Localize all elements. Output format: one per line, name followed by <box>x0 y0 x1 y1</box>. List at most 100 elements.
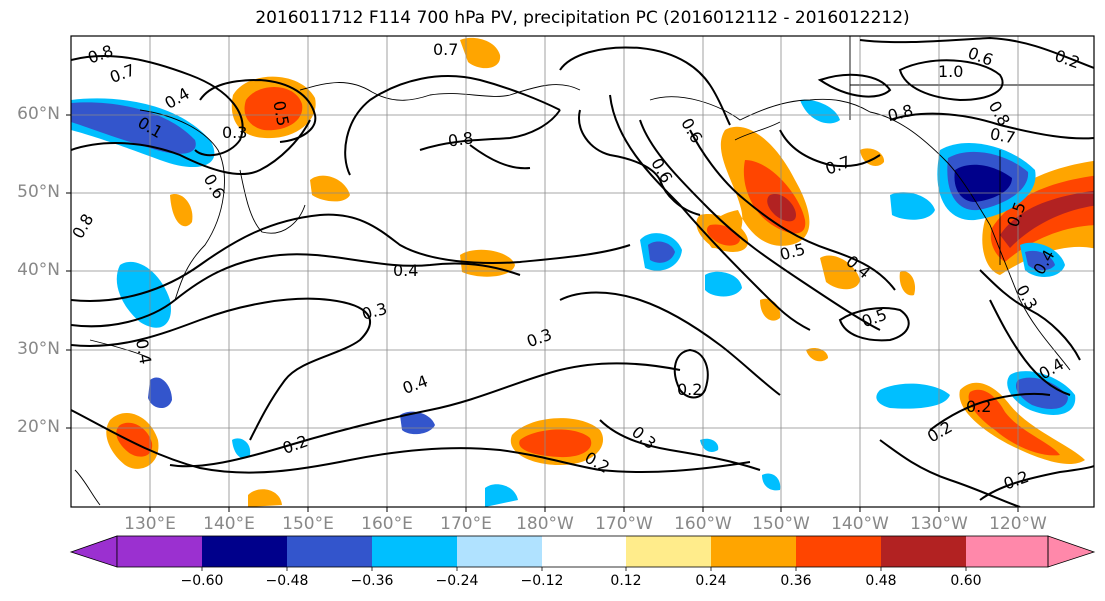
precip-positive-area <box>899 271 916 296</box>
contour-label: 0.7 <box>989 124 1017 147</box>
colorbar-border <box>116 535 1049 568</box>
lon-label: 120°W <box>989 514 1047 534</box>
coastline <box>649 96 871 121</box>
lat-label: 40°N <box>17 260 60 280</box>
pv-contour <box>838 307 910 342</box>
colorbar-tick-label: 0.36 <box>780 573 812 589</box>
lat-label: 60°N <box>17 104 60 124</box>
pv-contour <box>559 291 781 396</box>
lon-label: 140°W <box>831 514 889 534</box>
coastline <box>849 36 1094 265</box>
pv-contour <box>779 129 881 168</box>
colorbar-segment <box>542 536 626 567</box>
colorbar-segment <box>372 536 457 567</box>
coastline <box>299 82 581 101</box>
precip-negative-area <box>890 192 935 220</box>
coastline <box>869 111 1071 371</box>
colorbar-tick-label: 0.24 <box>695 573 727 589</box>
precip-negative-area <box>705 271 742 297</box>
pv-contour <box>929 392 1051 431</box>
precip-positive-area <box>820 255 860 290</box>
lat-label: 50°N <box>17 182 60 202</box>
gridlines <box>71 36 1094 507</box>
pv-contour <box>889 112 1094 140</box>
lon-label: 130°W <box>910 514 968 534</box>
pv-contour <box>599 419 761 471</box>
lon-label: 160°E <box>361 514 413 534</box>
pv-contour <box>71 213 631 302</box>
precip-positive-area <box>248 489 282 507</box>
colorbar-tick-label: −0.60 <box>180 573 224 589</box>
contour-label: 0.4 <box>132 337 155 365</box>
pv-contour <box>71 253 521 328</box>
pv-contour <box>71 55 244 157</box>
contour-label: 0.7 <box>433 40 458 59</box>
precip-positive-area <box>460 37 501 69</box>
pv-contour <box>979 465 1094 501</box>
contour-label: 1.0 <box>938 62 963 81</box>
pv-contour <box>879 439 1021 507</box>
lon-label: 160°W <box>674 514 732 534</box>
precip-positive-area <box>806 347 828 362</box>
colorbar-tick-label: −0.24 <box>435 573 479 589</box>
colorbar-tick-label: 0.12 <box>610 573 642 589</box>
precip-negative-area <box>762 473 781 491</box>
pv-contour <box>344 75 561 176</box>
contour-label: 0.3 <box>222 123 247 142</box>
coastlines <box>74 36 1094 506</box>
colorbar-segment <box>881 536 966 567</box>
colorbar-extend-high <box>1047 535 1096 568</box>
precip-negative-area <box>485 484 518 507</box>
precip-negative-area <box>232 438 251 459</box>
precip-positive-area <box>1000 190 1094 248</box>
lon-label: 180°W <box>516 514 574 534</box>
pv-contour <box>989 299 1071 396</box>
precip-positive-area <box>767 194 796 222</box>
pv-contour <box>673 348 709 399</box>
lon-label: 170°W <box>595 514 653 534</box>
pv-contour <box>689 129 896 291</box>
pv-contour <box>199 78 317 143</box>
pv-contour <box>71 119 311 176</box>
colorbar-segment <box>117 536 202 567</box>
precip-negative-area <box>400 411 435 435</box>
colorbar-tick-label: −0.12 <box>520 573 564 589</box>
coastline <box>89 339 151 359</box>
precip-positive-area <box>170 194 193 227</box>
map-title: 2016011712 F114 700 hPa PV, precipitatio… <box>255 8 910 28</box>
precip-negative-area <box>148 377 172 409</box>
colorbar-tick-label: −0.36 <box>350 573 394 589</box>
colorbar-segment <box>202 536 287 567</box>
lon-label: 150°W <box>752 514 810 534</box>
coastline <box>74 469 101 506</box>
pv-contour <box>559 46 731 126</box>
pv-contour <box>817 73 892 98</box>
contour-label: 0.8 <box>447 128 475 150</box>
precip-positive-area <box>244 86 303 131</box>
precip-positive-area <box>519 429 592 458</box>
colorbar <box>69 535 1096 571</box>
colorbar-segment <box>287 536 372 567</box>
precip-negative-area <box>700 438 719 452</box>
pv-contour <box>639 119 881 331</box>
colorbar-segment <box>626 536 711 567</box>
coastline <box>734 121 781 141</box>
lon-label: 130°E <box>124 514 176 534</box>
pv-contour <box>898 59 1004 102</box>
pv-contour <box>859 36 1094 69</box>
contour-label: 0.5 <box>269 99 292 127</box>
pv-contour <box>979 269 1081 361</box>
colorbar-tick-label: 0.60 <box>950 573 982 589</box>
precip-negative-area <box>876 383 950 409</box>
colorbar-tick-label: 0.48 <box>865 573 897 589</box>
colorbar-segment <box>711 536 796 567</box>
contour-label: 0.2 <box>677 380 702 399</box>
precip-negative-area <box>648 241 675 263</box>
pv-contour <box>609 94 811 331</box>
precip-positive-area <box>968 389 1060 456</box>
lon-label: 170°E <box>440 514 492 534</box>
pv-contour <box>419 109 561 170</box>
lon-label: 150°E <box>282 514 334 534</box>
pv-contour <box>169 362 681 468</box>
